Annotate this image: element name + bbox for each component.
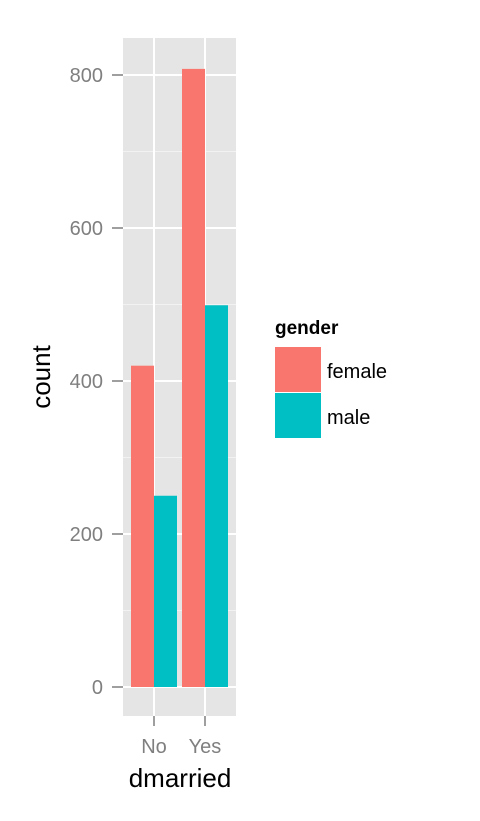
y-tick-label: 800 — [70, 65, 103, 87]
y-axis: 0 200 400 600 800 — [70, 65, 123, 699]
y-tick-label: 0 — [92, 677, 103, 699]
legend-label-female: female — [327, 361, 387, 383]
y-axis-title: count — [26, 344, 56, 408]
x-tick-label: Yes — [189, 736, 222, 758]
legend: gender female male — [275, 318, 387, 438]
bars — [131, 68, 228, 687]
y-tick-label: 200 — [70, 524, 103, 546]
legend-swatch-female — [275, 347, 321, 392]
x-axis-title: dmarried — [129, 763, 232, 793]
x-tick-label: No — [141, 736, 167, 758]
y-tick-label: 400 — [70, 371, 103, 393]
legend-swatch-male — [275, 393, 321, 438]
legend-label-male: male — [327, 407, 370, 429]
bar-female-yes — [182, 68, 205, 687]
legend-title: gender — [275, 318, 339, 339]
bar-female-no — [131, 365, 154, 687]
bar-male-no — [154, 495, 177, 687]
x-axis: No Yes — [141, 716, 221, 758]
y-tick-label: 600 — [70, 218, 103, 240]
bar-male-yes — [205, 305, 228, 687]
